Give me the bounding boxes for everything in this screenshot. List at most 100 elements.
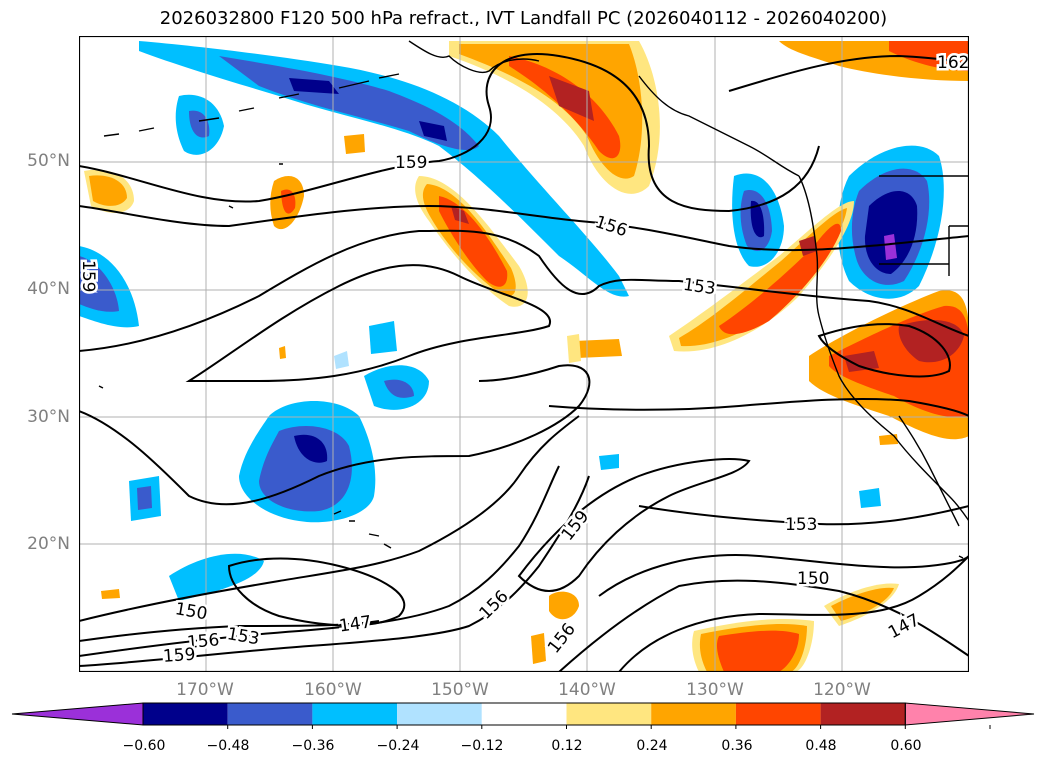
colorbar-segment [481, 703, 567, 725]
map-panel: 159 156 153 162 159 153 150 147 159 156 … [79, 36, 969, 672]
colorbar-tick-6: 0.12 [551, 738, 583, 754]
patch-small-3-mid [137, 486, 152, 510]
contour-label-153-b: 153 [785, 515, 817, 535]
contour-147-left [79, 620, 380, 642]
patch-tiny-orange-4 [879, 434, 898, 445]
colorbar-border [142, 702, 906, 726]
patch-se-orange-2 [831, 587, 894, 621]
patch-tiny-orange-3 [101, 589, 120, 599]
colorbar-tick-5: −0.12 [460, 738, 504, 754]
colorbar-tick-4: −0.24 [376, 738, 420, 754]
patch-sw-us-darkred [898, 320, 964, 363]
colorbar-segment [397, 703, 482, 725]
coast-alaska [408, 40, 540, 73]
coast-islands [98, 163, 964, 559]
colorbar-segment [566, 703, 652, 725]
lon-label-130w: 130°W [686, 680, 744, 700]
colorbar-tick-1: −0.60 [122, 738, 166, 754]
contour-156-north [79, 204, 969, 252]
patch-bc-dark [750, 200, 765, 238]
colorbar-extend-right [904, 702, 1035, 726]
colorbar-segments [11, 702, 1035, 729]
contour-east-coast-loop [817, 323, 951, 378]
coast-westus [818, 315, 969, 522]
colorbar-segment [651, 703, 736, 725]
contour-147-east [618, 555, 969, 672]
contour-162 [728, 54, 969, 92]
patch-southwest-blue [169, 553, 264, 601]
contour-se-loop [517, 458, 751, 592]
patch-south-small-orange-2 [531, 633, 546, 664]
patch-ne-corner-red [889, 41, 969, 71]
patch-tiny-orange-2 [344, 134, 365, 154]
coast-border [879, 175, 969, 276]
colorbar-tick-3: −0.36 [291, 738, 335, 754]
lon-label-120w: 120°W [813, 680, 871, 700]
contour-159-north [79, 53, 820, 213]
gridlines [79, 36, 969, 672]
chart-title: 2026032800 F120 500 hPa refract., IVT La… [159, 8, 888, 29]
patch-tiny-orange-1 [279, 346, 286, 359]
coast-mexico [898, 415, 960, 527]
contour-150-east [598, 554, 969, 597]
colorbar-segment [227, 703, 313, 725]
patch-west-edge-mid [79, 256, 119, 312]
patch-aleutian-dark [289, 78, 339, 94]
patch-central-mid [259, 426, 352, 512]
lat-label-50n: 50°N [27, 151, 70, 171]
contour-label-159-a: 159 [395, 153, 427, 173]
lat-label-40n: 40°N [27, 279, 70, 299]
patch-sw-us-darkred-2 [844, 351, 879, 372]
patch-small-blue-1-mid [189, 110, 210, 138]
lon-label-160w: 160°W [304, 680, 362, 700]
contour-label-159-b: 159 [79, 260, 98, 292]
colorbar-tick-7: 0.24 [636, 738, 668, 754]
colorbar-tick-10: 0.60 [890, 738, 922, 754]
colorbar [11, 702, 1035, 729]
contour-loop-south [227, 557, 406, 627]
colorbar-tick-8: 0.36 [721, 738, 753, 754]
contour-label-159-d: 159 [162, 645, 196, 667]
contour-label-153-a: 153 [682, 275, 717, 299]
patch-small-2 [369, 321, 397, 354]
patch-lightblue-small [334, 351, 349, 369]
patch-mid-small-blue [599, 454, 619, 470]
negative-anomaly-patches [79, 41, 944, 601]
patch-interior-dark [864, 191, 918, 274]
patch-west-orange-2 [89, 175, 127, 206]
patch-center-small-orange [574, 339, 622, 358]
patch-aleutian-dark2 [419, 121, 447, 141]
contours [79, 53, 969, 672]
patch-center-small-orange-ring [567, 334, 581, 363]
patch-aleutian-mid [219, 56, 479, 151]
coast-aleutians [103, 73, 400, 137]
lon-label-150w: 150°W [431, 680, 489, 700]
contour-153-north [79, 229, 969, 352]
colorbar-tick-9: 0.48 [805, 738, 837, 754]
contour-mid-right [548, 397, 969, 417]
lon-label-170w: 170°W [176, 680, 234, 700]
coast-se-alaska [638, 75, 800, 177]
patch-south-small-orange [549, 591, 579, 620]
patch-south-bottom-red [716, 630, 799, 672]
patch-ne-mid [384, 379, 414, 398]
contour-bottom [558, 579, 969, 672]
contour-153-south [79, 475, 590, 667]
map-border [79, 36, 969, 672]
contour-153-east [638, 505, 969, 526]
coast-hawaii [333, 510, 392, 549]
colorbar-segment [735, 703, 821, 725]
lat-label-20n: 20°N [27, 534, 70, 554]
lat-label-30n: 30°N [27, 407, 70, 427]
contour-159-south [79, 415, 580, 622]
patch-north-darkred [549, 76, 594, 121]
colorbar-segment [143, 703, 228, 725]
contour-156-south [79, 465, 560, 657]
colorbar-tick-2: −0.48 [206, 738, 250, 754]
colorbar-segment [820, 703, 906, 725]
lon-label-140w: 140°W [558, 680, 616, 700]
colorbar-extend-left [11, 702, 144, 726]
patch-coast-darkred [799, 236, 817, 256]
patch-interior-purple [884, 234, 897, 260]
patch-central-dark [294, 434, 328, 463]
